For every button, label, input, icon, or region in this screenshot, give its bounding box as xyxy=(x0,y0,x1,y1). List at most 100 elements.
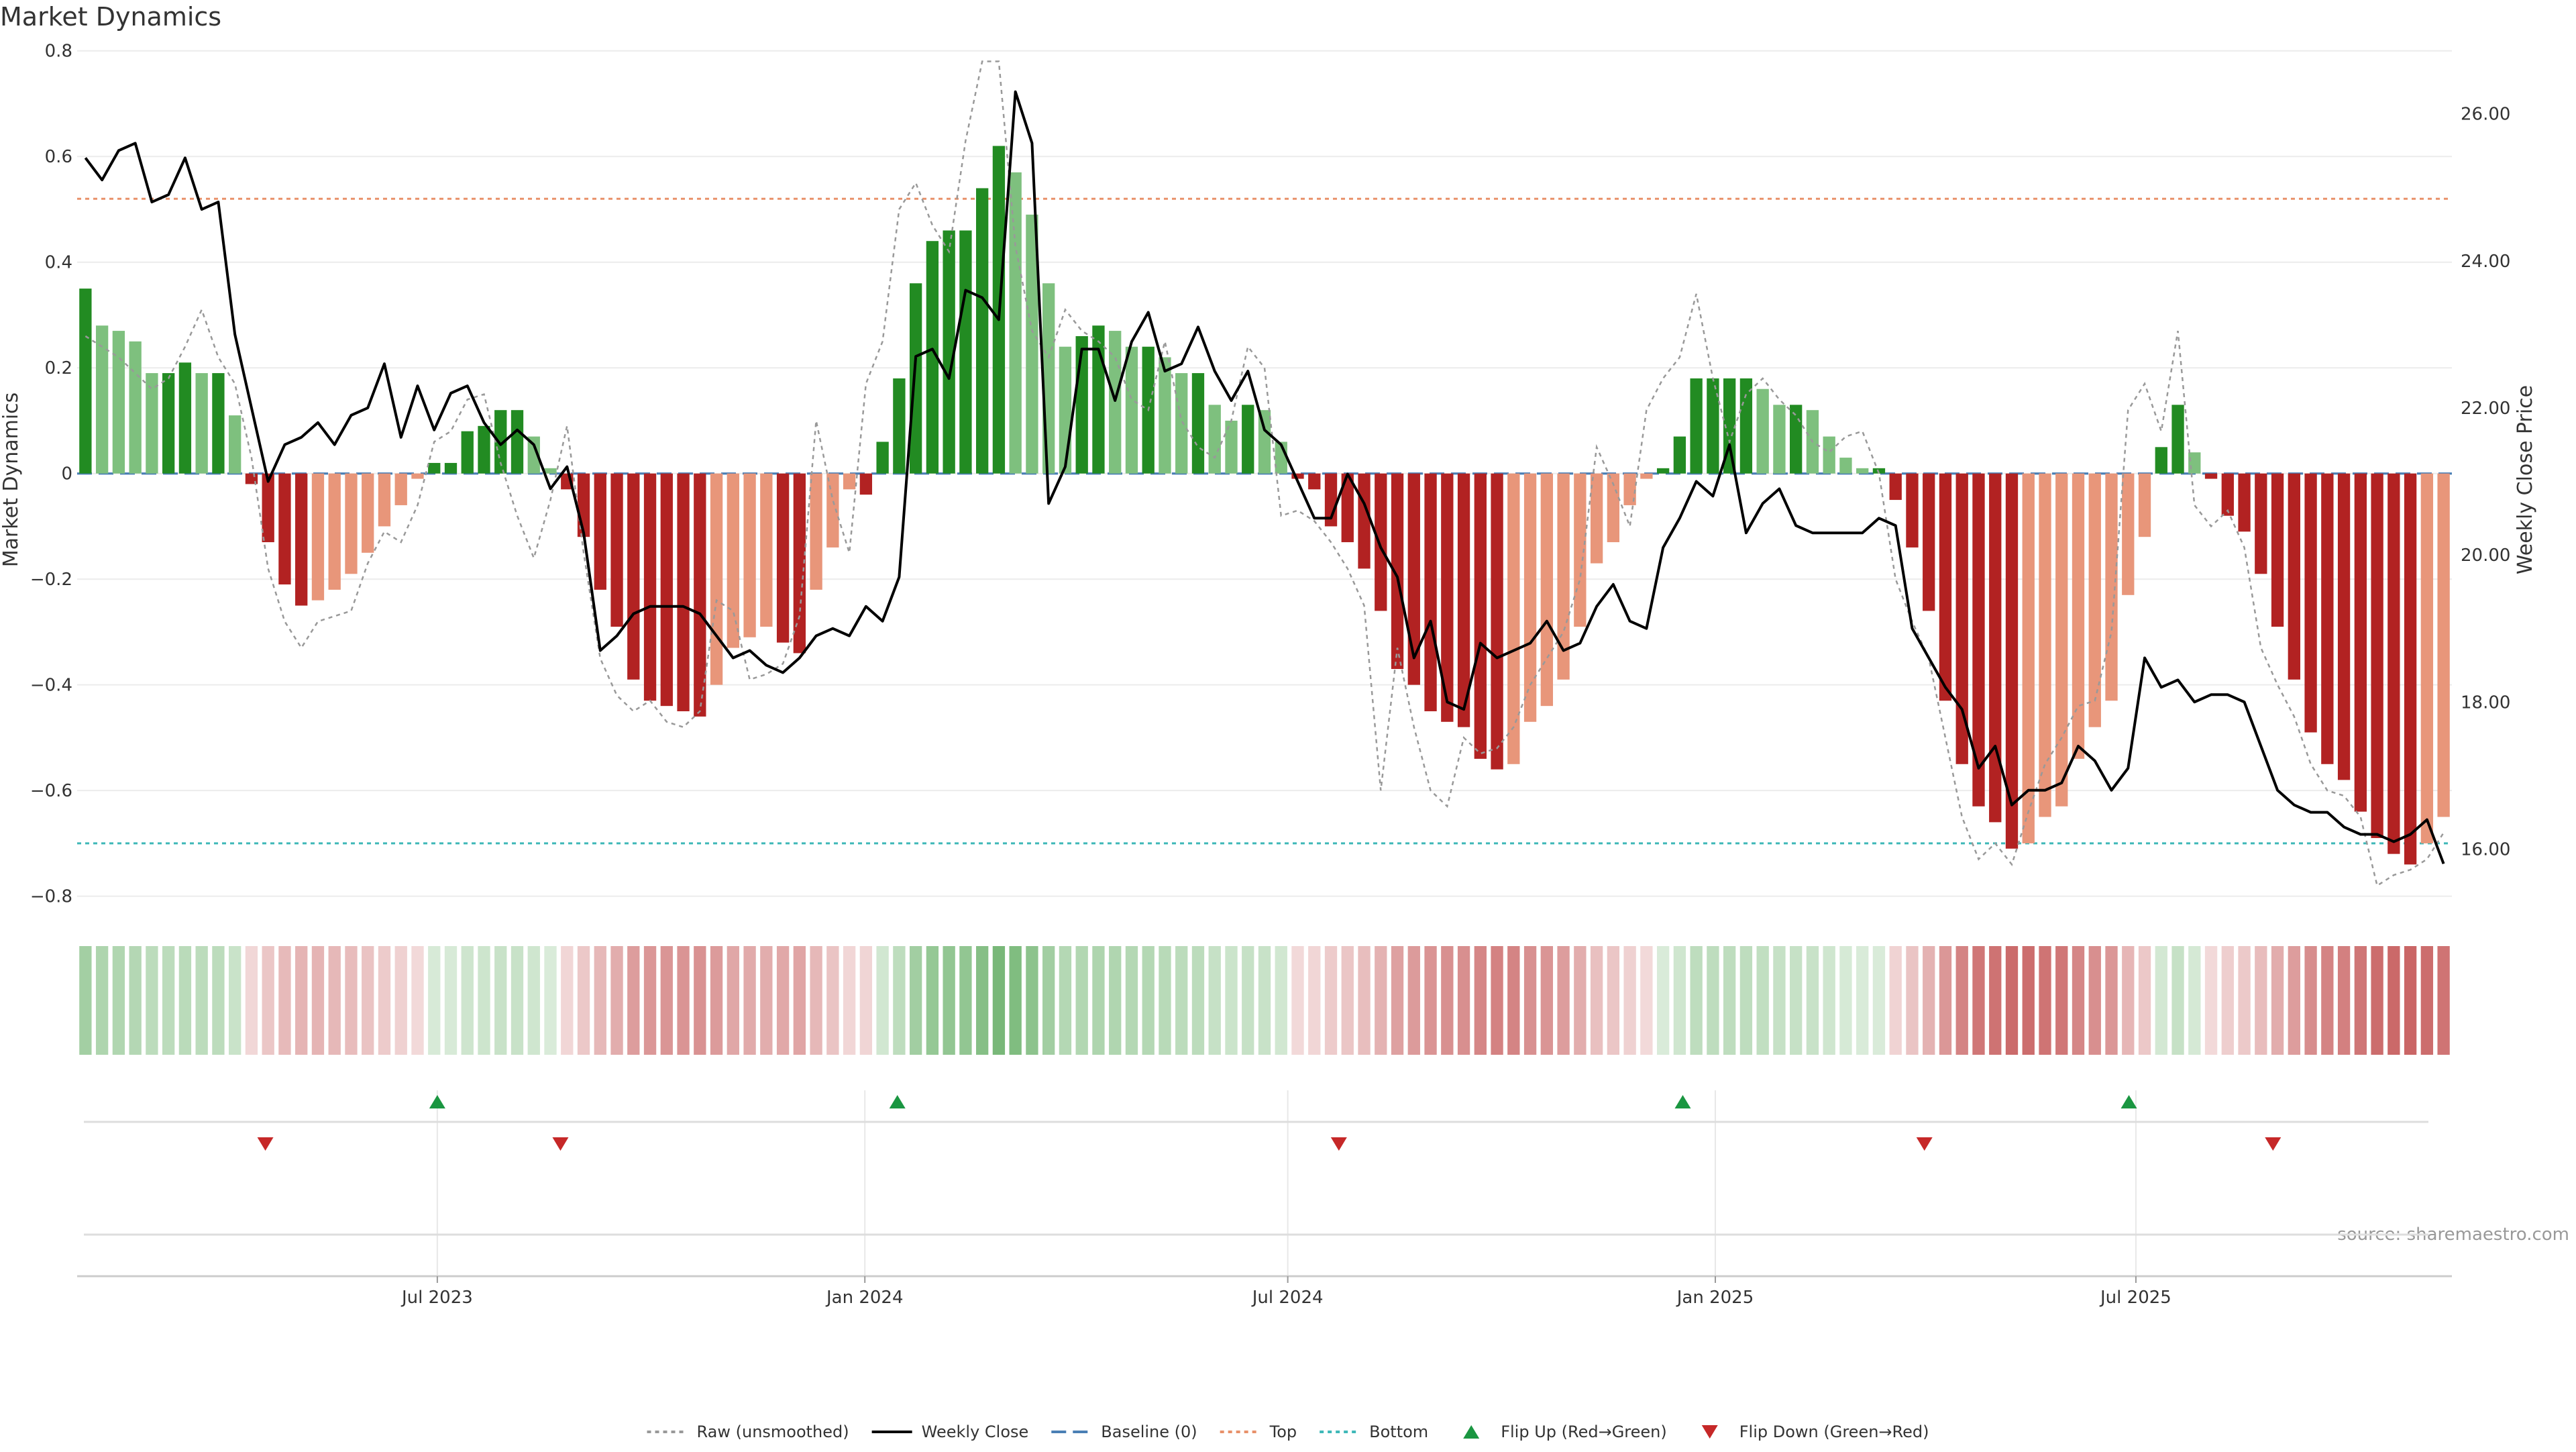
heat-cell xyxy=(992,946,1006,1055)
heat-cell xyxy=(212,946,225,1055)
dynamics-bar xyxy=(2022,473,2035,843)
dynamics-bar xyxy=(1989,473,2002,823)
dynamics-bar xyxy=(2304,473,2317,733)
dynamics-bar xyxy=(1407,473,1420,685)
dynamics-bar xyxy=(1242,405,1254,474)
heat-cell xyxy=(859,946,873,1055)
heat-cell xyxy=(95,946,109,1055)
dynamics-bar xyxy=(859,473,873,495)
heat-cell xyxy=(1906,946,1919,1055)
dynamics-bar xyxy=(2105,473,2118,701)
y2-tick-label: 18.00 xyxy=(2461,692,2510,713)
dynamics-bar xyxy=(793,473,806,654)
heat-cell xyxy=(1358,946,1371,1055)
heat-cell xyxy=(643,946,657,1055)
heat-cell xyxy=(793,946,806,1055)
dynamics-bar xyxy=(2005,473,2019,849)
heat-cell xyxy=(1889,946,1902,1055)
weekly-close-line xyxy=(84,90,2445,865)
heat-cell xyxy=(2321,946,2334,1055)
dynamics-bar xyxy=(146,373,158,474)
heat-cell xyxy=(2155,946,2167,1055)
dynamics-bar xyxy=(1341,473,1354,543)
heat-cell xyxy=(926,946,939,1055)
dynamics-bar xyxy=(1906,473,1919,548)
heat-cell xyxy=(311,946,325,1055)
heat-cell xyxy=(577,946,590,1055)
dynamics-bar xyxy=(1640,473,1653,479)
heat-cell xyxy=(129,946,142,1055)
heat-cell xyxy=(2255,946,2267,1055)
flip-up-marker xyxy=(889,1095,906,1108)
dynamics-bar xyxy=(776,473,790,643)
heat-cell xyxy=(1075,946,1088,1055)
y-tick-label: 0.4 xyxy=(45,253,72,273)
dynamics-bar xyxy=(1225,420,1238,474)
heat-cell xyxy=(610,946,623,1055)
heat-cell xyxy=(146,946,158,1055)
dynamics-bar xyxy=(1723,378,1736,474)
heat-cell xyxy=(1391,946,1404,1055)
dynamics-bar xyxy=(810,473,822,590)
legend-label: Raw (unsmoothed) xyxy=(697,1422,849,1441)
y-axis-ticks: 0.8 0.6 0.4 0.2 0 −0.2 −0.4 −0.6 −0.8 xyxy=(30,42,72,907)
heat-cell xyxy=(1823,946,1835,1055)
dynamics-bar xyxy=(743,473,756,637)
dynamics-bar xyxy=(79,289,92,474)
x-axis: Jul 2023 Jan 2024 Jul 2024 Jan 2025 Jul 2025 xyxy=(77,1275,2452,1308)
regime-heat-strip xyxy=(79,946,2450,1055)
dynamics-bar xyxy=(1623,473,1636,505)
dynamics-bar xyxy=(195,373,208,474)
heat-cell xyxy=(660,946,673,1055)
heat-cell xyxy=(378,946,391,1055)
heat-cell xyxy=(943,946,955,1055)
heat-cell xyxy=(2072,946,2085,1055)
y2-axis-ticks: 16.00 18.00 20.00 22.00 24.00 26.00 xyxy=(2461,105,2510,860)
dynamics-bar xyxy=(95,325,109,474)
dynamics-bar xyxy=(544,468,557,474)
dynamics-bar xyxy=(594,473,606,590)
heat-cell xyxy=(1092,946,1105,1055)
dynamics-bar xyxy=(178,362,192,474)
dynamics-bar xyxy=(1872,468,1886,474)
heat-cell xyxy=(1026,946,1038,1055)
dynamics-bar xyxy=(1507,473,1520,764)
heat-cell xyxy=(1225,946,1238,1055)
dynamics-bar xyxy=(278,473,291,585)
dynamics-bar xyxy=(511,410,524,474)
heat-cell xyxy=(1972,946,1985,1055)
heat-cell xyxy=(511,946,524,1055)
y-tick-label: 0.8 xyxy=(45,42,72,62)
dynamics-bar xyxy=(976,188,989,474)
dynamics-bar xyxy=(1707,378,1719,474)
dynamics-bar xyxy=(2238,473,2251,532)
flip-down-marker xyxy=(1330,1137,1347,1151)
flip-up-marker xyxy=(2121,1095,2137,1108)
dynamics-bar xyxy=(2171,405,2184,474)
dynamics-bar xyxy=(311,473,325,601)
heat-cell xyxy=(195,946,208,1055)
flip-up-marker xyxy=(429,1095,445,1108)
y-tick-label: 0.2 xyxy=(45,358,72,378)
dynamics-bar xyxy=(1474,473,1487,759)
heat-cell xyxy=(478,946,490,1055)
heat-cell xyxy=(1507,946,1520,1055)
heat-cell xyxy=(2238,946,2251,1055)
heat-cell xyxy=(1955,946,1968,1055)
dynamics-bar xyxy=(843,473,856,490)
dynamics-bar xyxy=(1009,172,1022,474)
dynamics-bar xyxy=(478,425,490,474)
legend-label: Bottom xyxy=(1369,1422,1428,1441)
heat-cell xyxy=(594,946,606,1055)
heat-cell xyxy=(1523,946,1537,1055)
heat-cell xyxy=(826,946,839,1055)
y2-tick-label: 26.00 xyxy=(2461,105,2510,125)
heat-cell xyxy=(677,946,690,1055)
heat-cell xyxy=(1009,946,1022,1055)
heat-cell xyxy=(1375,946,1387,1055)
heat-cell xyxy=(278,946,291,1055)
heat-cell xyxy=(461,946,474,1055)
heat-cell xyxy=(1839,946,1852,1055)
heat-cell xyxy=(295,946,308,1055)
